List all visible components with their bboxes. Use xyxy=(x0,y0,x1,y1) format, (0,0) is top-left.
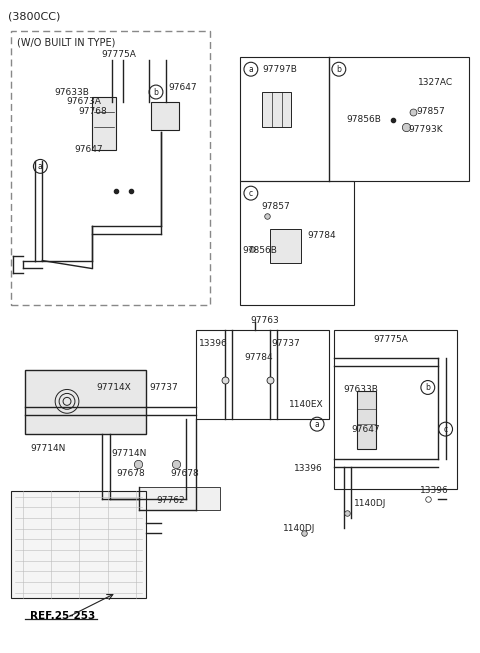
Text: 97768: 97768 xyxy=(78,107,107,116)
Text: c: c xyxy=(249,189,253,198)
Text: 97714N: 97714N xyxy=(111,449,147,458)
Bar xyxy=(151,102,179,130)
Text: 97775A: 97775A xyxy=(102,50,136,59)
Bar xyxy=(357,391,376,449)
Bar xyxy=(240,182,354,305)
Bar xyxy=(92,97,117,150)
Text: 97763: 97763 xyxy=(250,315,278,325)
Bar xyxy=(195,330,329,419)
Text: b: b xyxy=(336,65,341,74)
Text: b: b xyxy=(425,383,430,392)
Text: 97647: 97647 xyxy=(352,424,380,434)
Text: 13396: 13396 xyxy=(199,340,227,348)
Text: b: b xyxy=(154,88,158,97)
Text: a: a xyxy=(315,420,320,428)
Text: 1140EX: 1140EX xyxy=(289,400,324,409)
Text: 97714X: 97714X xyxy=(96,383,132,392)
Bar xyxy=(11,490,146,597)
Text: (W/O BUILT IN TYPE): (W/O BUILT IN TYPE) xyxy=(17,37,115,48)
Text: a: a xyxy=(249,65,253,74)
Text: 13396: 13396 xyxy=(294,464,323,473)
Text: 97793K: 97793K xyxy=(408,125,443,134)
Text: 13396: 13396 xyxy=(420,486,449,495)
Text: 97678: 97678 xyxy=(117,470,145,478)
Bar xyxy=(24,370,146,434)
Bar xyxy=(240,57,469,182)
Text: 97673A: 97673A xyxy=(66,97,101,106)
Text: 97857: 97857 xyxy=(416,107,444,116)
Text: 97762: 97762 xyxy=(156,496,185,505)
Bar xyxy=(262,92,291,127)
Text: 97737: 97737 xyxy=(272,340,300,348)
Text: 97633B: 97633B xyxy=(54,88,89,97)
Text: 97784: 97784 xyxy=(244,353,273,362)
Text: (3800CC): (3800CC) xyxy=(8,12,60,22)
Text: 97647: 97647 xyxy=(74,145,103,154)
Text: 97737: 97737 xyxy=(149,383,178,392)
Bar xyxy=(11,31,210,305)
Text: 97775A: 97775A xyxy=(373,336,408,344)
Text: 97714N: 97714N xyxy=(30,445,66,453)
Text: c: c xyxy=(444,424,448,434)
Text: 97633B: 97633B xyxy=(344,385,379,394)
Bar xyxy=(334,330,457,488)
Text: 97856B: 97856B xyxy=(347,116,382,124)
Text: 97647: 97647 xyxy=(169,82,197,91)
Text: REF.25-253: REF.25-253 xyxy=(30,611,96,620)
Text: 1140DJ: 1140DJ xyxy=(283,524,315,533)
Text: a: a xyxy=(38,162,43,171)
Bar xyxy=(139,486,220,511)
Text: 1140DJ: 1140DJ xyxy=(354,499,386,508)
Text: 1327AC: 1327AC xyxy=(418,78,453,87)
Bar xyxy=(270,229,301,263)
Text: 97797B: 97797B xyxy=(263,65,298,74)
Text: 97784: 97784 xyxy=(307,231,336,240)
Text: 97856B: 97856B xyxy=(242,246,277,255)
Text: 97857: 97857 xyxy=(262,202,290,210)
Text: 97678: 97678 xyxy=(171,470,200,478)
